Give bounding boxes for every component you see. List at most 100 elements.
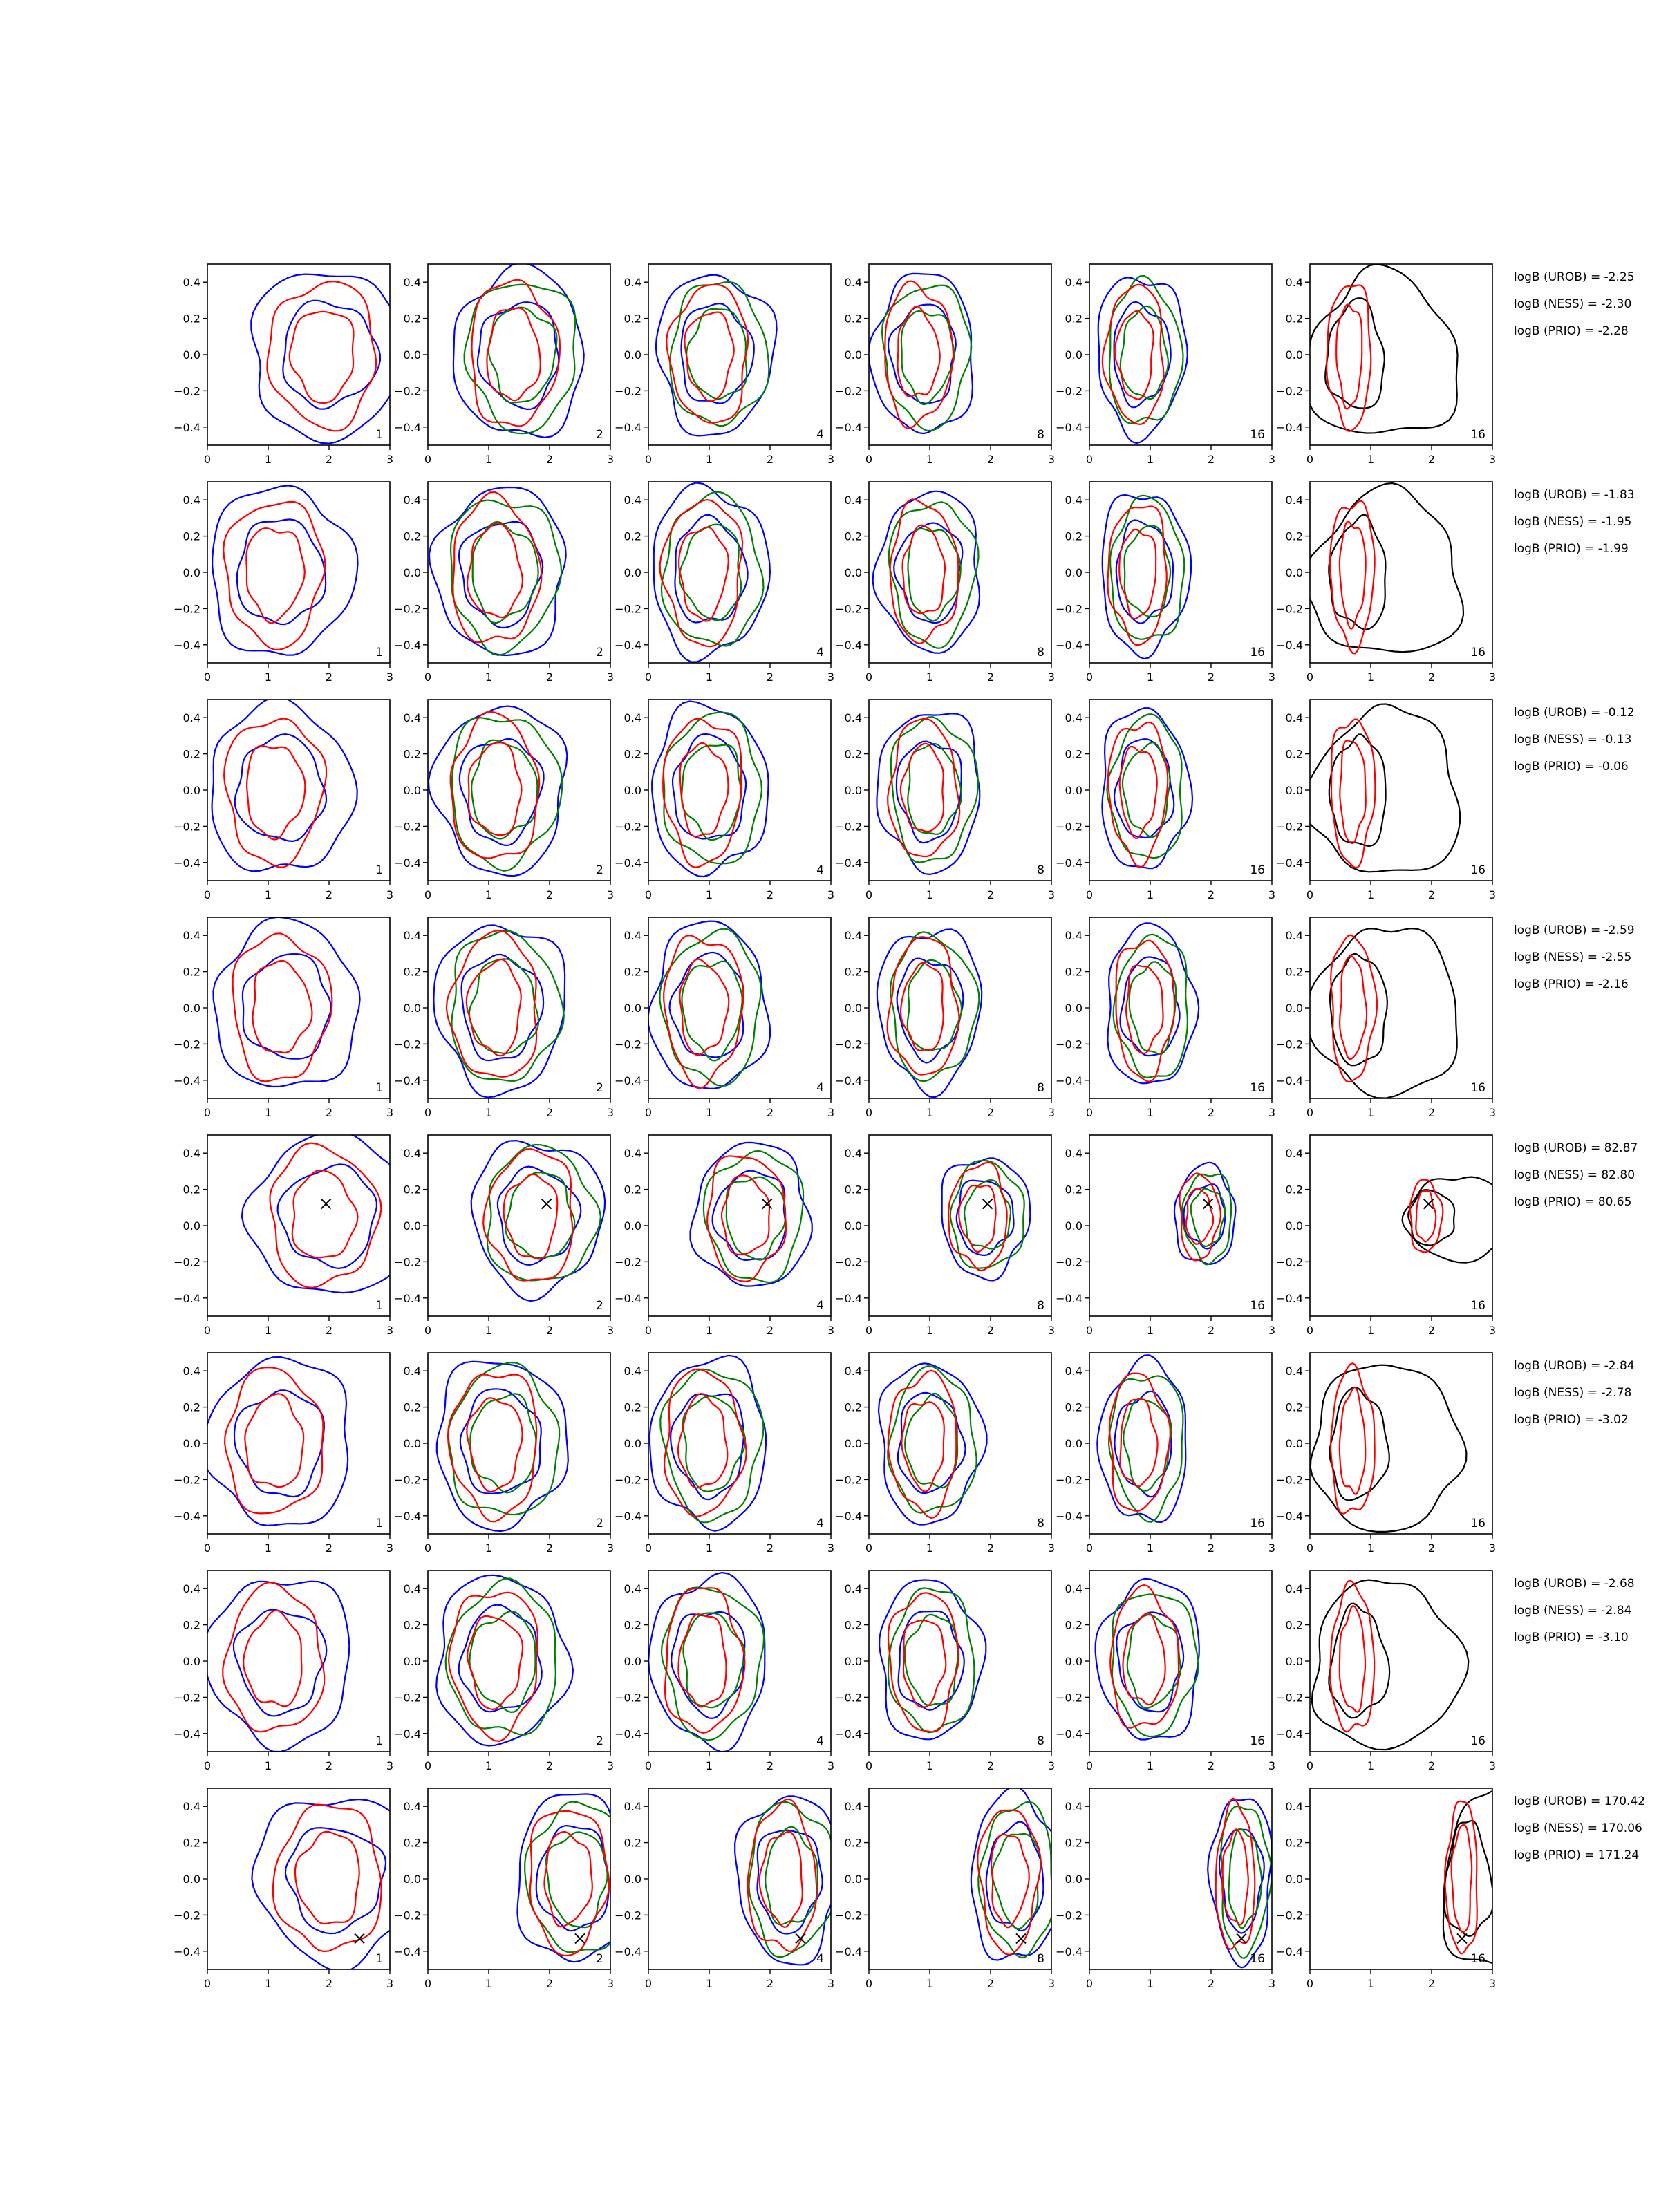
contour-ness (469, 1393, 537, 1494)
y-tick-label: 0.4 (183, 711, 200, 724)
contour-prio (1338, 1387, 1367, 1495)
contour-urob (896, 957, 964, 1064)
x-tick-label: 3 (1268, 1759, 1275, 1772)
subplot-r3-c3: 0 1 2 3 −0.4 −0.2 0.0 0.2 0.4 4 (615, 699, 834, 901)
contour-ness (451, 930, 565, 1082)
contour-prio (1338, 1605, 1367, 1713)
x-tick-label: 0 (865, 1541, 872, 1555)
x-tick-label: 1 (485, 1759, 492, 1772)
subplot-r2-c2: 0 1 2 3−0.4−0.20.00.20.42 (394, 481, 614, 684)
x-tick-label: 2 (326, 1106, 332, 1119)
y-tick-label: 0.2 (845, 530, 862, 543)
contour-urob (458, 738, 545, 847)
contours (1107, 922, 1200, 1085)
y-tick-label: −0.2 (835, 602, 862, 615)
x-tick-label: 3 (1268, 453, 1275, 466)
y-tick-label: −0.2 (1276, 820, 1303, 833)
contour-urob (648, 1354, 767, 1532)
x-tick-label: 1 (265, 1324, 272, 1337)
contour-ness (1190, 1188, 1226, 1247)
y-tick-label: 0.0 (183, 1437, 200, 1450)
contour-urob (435, 1574, 574, 1747)
y-tick-label: 0.2 (1286, 530, 1303, 543)
contours (878, 1579, 987, 1741)
contours (734, 1795, 831, 1966)
contour-ness (1123, 525, 1172, 618)
x-tick-label: 2 (767, 1106, 774, 1119)
y-tick-label: 0.4 (845, 1582, 862, 1595)
x-tick-label: 2 (767, 888, 774, 901)
x-tick-label: 1 (485, 1106, 492, 1119)
x-tick-label: 0 (865, 671, 872, 684)
y-tick-label: −0.2 (1056, 1038, 1082, 1051)
y-tick-label: −0.2 (1056, 1909, 1082, 1922)
y-tick-label: −0.4 (615, 856, 641, 870)
contours (1310, 928, 1458, 1098)
contour-ness (907, 743, 963, 835)
y-tick-label: 0.0 (624, 566, 641, 579)
y-tick-label: 0.2 (624, 530, 641, 543)
y-tick-label: −0.4 (174, 856, 200, 870)
contour-urob (655, 274, 778, 437)
subplot-r7-c5: 0 1 2 3 −0.4 −0.2 0.0 0.2 0.4 16 (1056, 1570, 1275, 1772)
contour-prio (706, 1155, 787, 1283)
x-tick-label: 2 (767, 1759, 774, 1772)
contour-urob (1218, 1828, 1265, 1934)
contours (428, 486, 567, 657)
contour-urob (282, 299, 382, 410)
y-tick-label: 0.2 (183, 1183, 200, 1197)
contours (435, 1574, 574, 1747)
axes-frame (1309, 481, 1493, 664)
x-tick-label: 1 (706, 671, 713, 684)
contour-prio (1329, 1580, 1376, 1733)
contour-prio (887, 1592, 960, 1733)
x-tick-label: 3 (607, 1977, 614, 1990)
x-tick-label: 3 (607, 1541, 614, 1555)
x-tick-label: 0 (1086, 1324, 1093, 1337)
x-tick-label: 0 (204, 1324, 211, 1337)
x-tick-label: 0 (1086, 888, 1093, 901)
x-tick-label: 1 (1367, 1977, 1374, 1990)
y-tick-label: −0.4 (1276, 421, 1303, 434)
y-tick-label: −0.4 (1276, 1074, 1303, 1087)
y-tick-label: −0.2 (174, 1038, 200, 1051)
contour-urob (276, 1163, 378, 1270)
x-tick-label: 3 (607, 888, 614, 901)
y-tick-label: −0.2 (174, 384, 200, 397)
y-tick-label: −0.4 (1056, 1074, 1082, 1087)
contours (876, 928, 983, 1098)
contour-urob (459, 1388, 542, 1494)
contour-ness (682, 1395, 747, 1492)
y-tick-label: 0.0 (404, 566, 421, 579)
true-value-marker (761, 1198, 773, 1210)
x-tick-label: 3 (1268, 888, 1275, 901)
contour-prio (1330, 718, 1376, 869)
x-tick-label: 3 (386, 453, 393, 466)
y-tick-label: 0.0 (404, 1873, 421, 1886)
x-tick-label: 2 (767, 671, 774, 684)
contour-prio (223, 500, 326, 650)
column-label: 1 (375, 1734, 383, 1748)
contour-prio (467, 1615, 524, 1711)
y-tick-label: −0.4 (615, 1727, 641, 1741)
y-tick-label: 0.4 (845, 494, 862, 507)
subplot-r5-c3: 0 1 2 3 −0.4 −0.2 0.0 0.2 0.4 4 (615, 1134, 834, 1337)
contour-ness (659, 928, 762, 1087)
y-tick-label: −0.4 (1056, 1292, 1082, 1305)
contour-reference (1442, 1790, 1492, 1965)
axes-frame (868, 917, 1052, 1099)
x-tick-label: 2 (987, 1541, 994, 1555)
contour-prio (245, 527, 306, 624)
y-tick-label: −0.2 (174, 1255, 200, 1268)
x-tick-label: 2 (1428, 1541, 1435, 1555)
y-tick-label: 0.4 (1286, 1147, 1303, 1160)
contour-prio (902, 1619, 947, 1708)
y-tick-label: 0.4 (1286, 1365, 1303, 1378)
contour-urob (212, 917, 361, 1088)
y-tick-label: 0.4 (183, 1582, 200, 1595)
y-tick-label: −0.2 (835, 1909, 862, 1922)
y-tick-label: 0.0 (1065, 566, 1082, 579)
x-tick-label: 3 (386, 1324, 393, 1337)
x-tick-label: 2 (546, 1106, 553, 1119)
contour-prio (1118, 745, 1158, 840)
